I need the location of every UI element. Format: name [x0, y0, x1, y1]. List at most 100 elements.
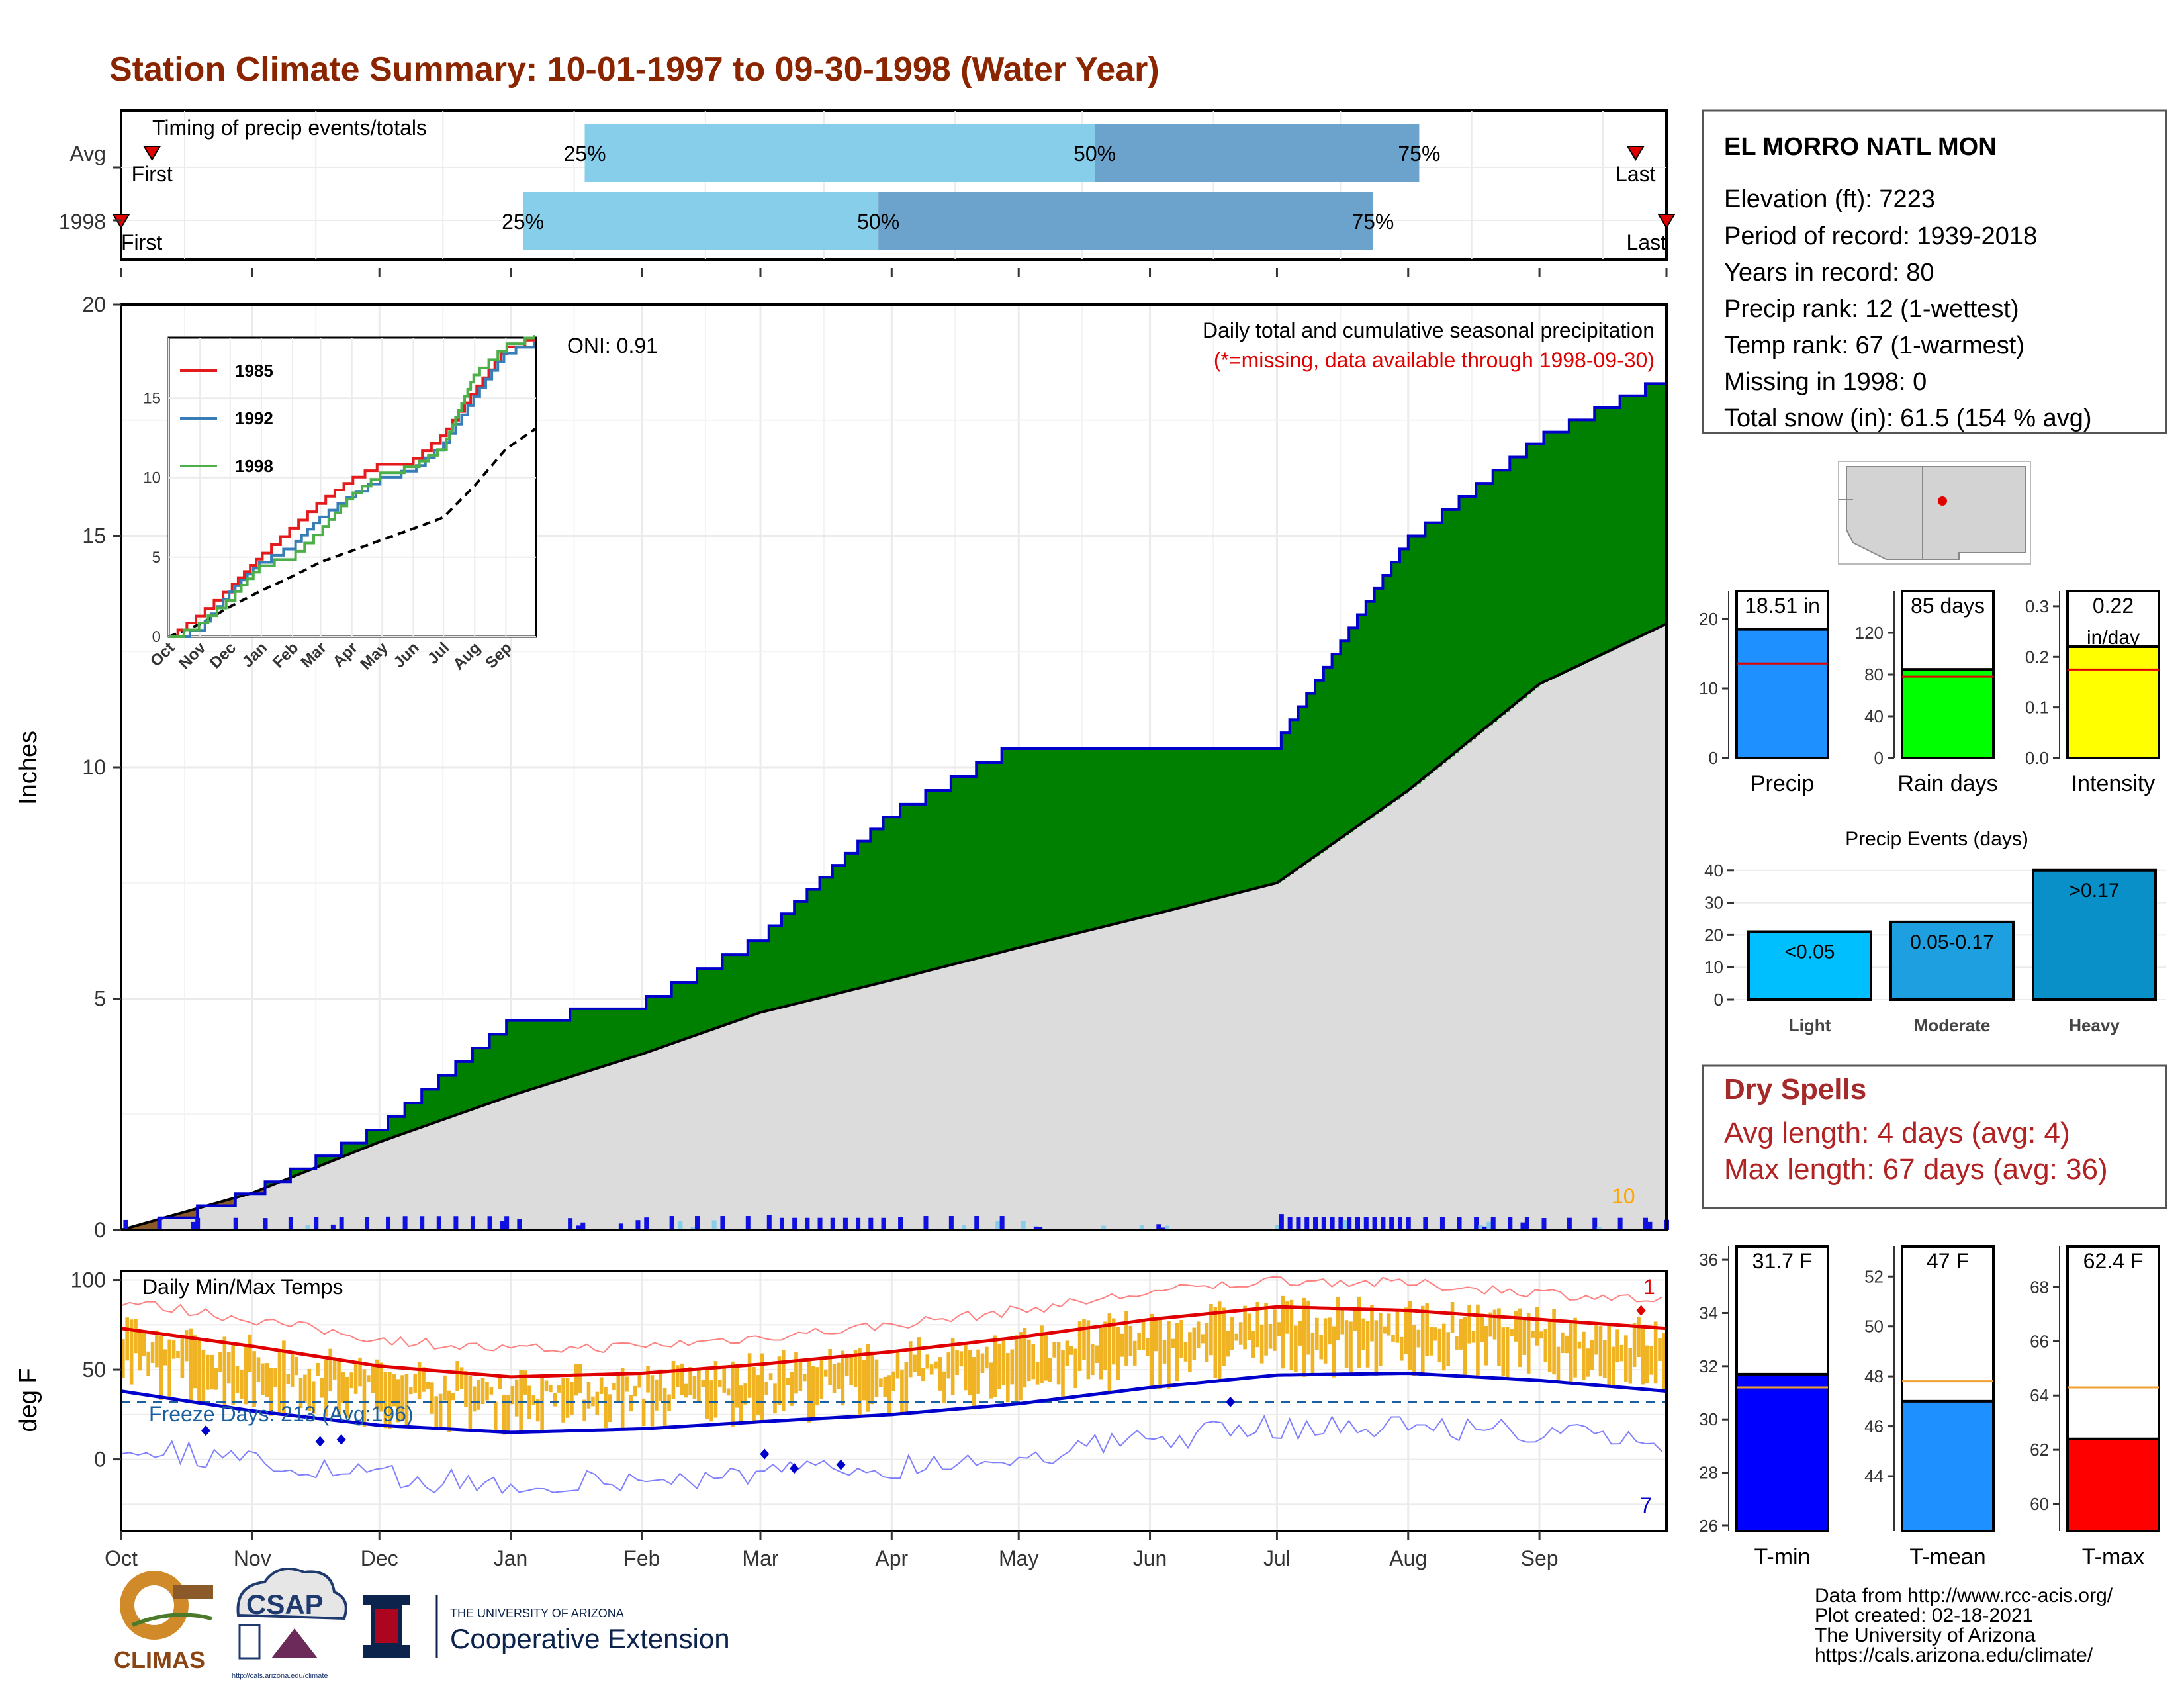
- daily-precip-bar: [1296, 1217, 1301, 1230]
- station-name: EL MORRO NATL MON: [1724, 133, 1997, 161]
- daily-temp-bar: [616, 1372, 621, 1403]
- ua-logo: THE UNIVERSITY OF ARIZONA Cooperative Ex…: [363, 1595, 730, 1658]
- daily-temp-bar: [163, 1349, 167, 1366]
- daily-temp-bar: [1128, 1325, 1133, 1356]
- temp-bar-fill: [2066, 1437, 2160, 1533]
- y-tick-label: 20: [1699, 609, 1718, 629]
- precip-ylabel: Inches: [15, 731, 42, 805]
- value-label: 47 F: [1927, 1249, 1969, 1273]
- y-tick-label: 80: [1864, 665, 1884, 684]
- daily-precip-bar: [123, 1219, 128, 1230]
- daily-temp-bar: [1332, 1326, 1336, 1378]
- daily-temp-bar: [832, 1364, 837, 1393]
- daily-temp-bar: [823, 1369, 828, 1377]
- daily-temp-bar: [968, 1350, 972, 1395]
- daily-precip-bar: [1381, 1217, 1386, 1230]
- daily-temp-bar: [1273, 1309, 1277, 1351]
- daily-precip-bar: [1457, 1217, 1462, 1230]
- events-bar-label: >0.17: [2070, 880, 2120, 902]
- daily-temp-bar: [261, 1363, 265, 1395]
- daily-temp-bar: [303, 1374, 307, 1403]
- value-label: 18.51 in: [1745, 594, 1820, 618]
- daily-temp-bar: [244, 1346, 248, 1405]
- month-label: May: [999, 1546, 1038, 1570]
- daily-temp-bar: [1446, 1332, 1450, 1366]
- y-tick-label: 40: [1704, 861, 1723, 880]
- inset-y-tick-label: 0: [152, 628, 161, 646]
- daily-temp-bar: [1645, 1345, 1649, 1383]
- month-label: Sep: [1521, 1546, 1559, 1570]
- daily-temp-bar: [1637, 1316, 1641, 1358]
- precip-y-ticks: 0 5 10 15 20: [82, 293, 121, 1242]
- average-cumulative-line: [120, 622, 1667, 1231]
- station-location-marker: [1938, 496, 1947, 506]
- daily-temp-bar: [1154, 1318, 1158, 1352]
- station-line: Years in record: 80: [1724, 259, 1934, 287]
- month-axis: Oct Nov Dec Jan Feb Mar Apr May Jun Jul Aug Sep: [105, 1531, 1559, 1570]
- daily-temp-bar: [1065, 1340, 1069, 1366]
- daily-temp-bar: [1158, 1319, 1162, 1389]
- daily-temp-bar: [1268, 1323, 1273, 1349]
- daily-temp-bar: [1336, 1297, 1340, 1340]
- locator-map: [1838, 461, 2031, 565]
- daily-temp-bar: [240, 1370, 244, 1399]
- daily-precip-bar: [923, 1216, 929, 1230]
- daily-temp-bar: [989, 1362, 993, 1399]
- daily-temp-bar: [934, 1361, 938, 1369]
- record-low-marker: [836, 1459, 846, 1470]
- daily-temp-bar: [1429, 1327, 1433, 1356]
- daily-temp-bar: [1179, 1319, 1183, 1358]
- daily-temp-bar: [489, 1387, 494, 1395]
- daily-temp-bar: [790, 1372, 794, 1406]
- daily-temp-bar: [1048, 1358, 1052, 1382]
- daily-precip-bar: [635, 1220, 641, 1230]
- daily-temp-bar: [1294, 1325, 1298, 1372]
- daily-temp-bar: [1535, 1307, 1539, 1346]
- daily-precip-bar: [678, 1221, 683, 1230]
- y-tick-label: 0: [1874, 748, 1884, 768]
- dry-spells-box: Dry Spells Avg length: 4 days (avg: 4) M…: [1702, 1064, 2167, 1209]
- timing-row-1998: 1998: [59, 210, 106, 234]
- daily-precip-bar: [1139, 1225, 1144, 1230]
- daily-temp-bar: [214, 1367, 218, 1390]
- daily-temp-bar: [1035, 1362, 1040, 1385]
- daily-temp-bar: [985, 1346, 989, 1369]
- daily-temp-bar: [641, 1398, 646, 1427]
- daily-temp-bar: [269, 1368, 273, 1416]
- daily-temp-bar: [904, 1362, 909, 1414]
- daily-temp-bar: [1285, 1301, 1289, 1334]
- y-tick-label: 32: [1699, 1356, 1718, 1376]
- daily-temp-bar: [1150, 1313, 1154, 1388]
- y-tick-label: 48: [1864, 1366, 1884, 1386]
- daily-temp-bar: [1302, 1297, 1306, 1377]
- daily-temp-bar: [1217, 1301, 1222, 1380]
- daily-temp-bar: [722, 1366, 727, 1393]
- summary-bar-rain-days: 0 40 80 120 85 days Rain days: [1855, 590, 1998, 796]
- daily-precip-bar: [568, 1218, 573, 1230]
- average-max-line: [120, 1305, 1667, 1379]
- csap-text: CSAP: [246, 1589, 324, 1620]
- y-tick-label: 50: [1864, 1317, 1884, 1336]
- daily-temp-bar: [1052, 1342, 1056, 1358]
- daily-precip-bar: [1304, 1217, 1310, 1230]
- daily-temp-bar: [1561, 1332, 1565, 1354]
- daily-temp-bar: [379, 1362, 383, 1412]
- daily-precip-bar: [453, 1216, 459, 1230]
- y-tick-label: 0: [1709, 748, 1718, 768]
- daily-precip-bar: [1165, 1225, 1170, 1230]
- daily-precip-bar: [504, 1216, 510, 1230]
- inset-y-tick-label: 15: [143, 389, 161, 407]
- daily-temp-bar: [1264, 1303, 1268, 1356]
- daily-temp-bar: [1522, 1319, 1527, 1355]
- daily-temp-bar: [964, 1344, 968, 1391]
- y-tick-label: 36: [1699, 1250, 1718, 1270]
- daily-temp-bar: [1111, 1318, 1116, 1365]
- daily-precip-bar: [330, 1224, 336, 1230]
- daily-temp-bar: [1649, 1346, 1654, 1375]
- daily-precip-bar: [1541, 1218, 1547, 1230]
- daily-temp-bar: [1391, 1335, 1395, 1342]
- daily-temp-bar: [760, 1353, 764, 1421]
- daily-temp-bar: [870, 1351, 874, 1405]
- bar-category-label: T-mean: [1909, 1544, 1985, 1570]
